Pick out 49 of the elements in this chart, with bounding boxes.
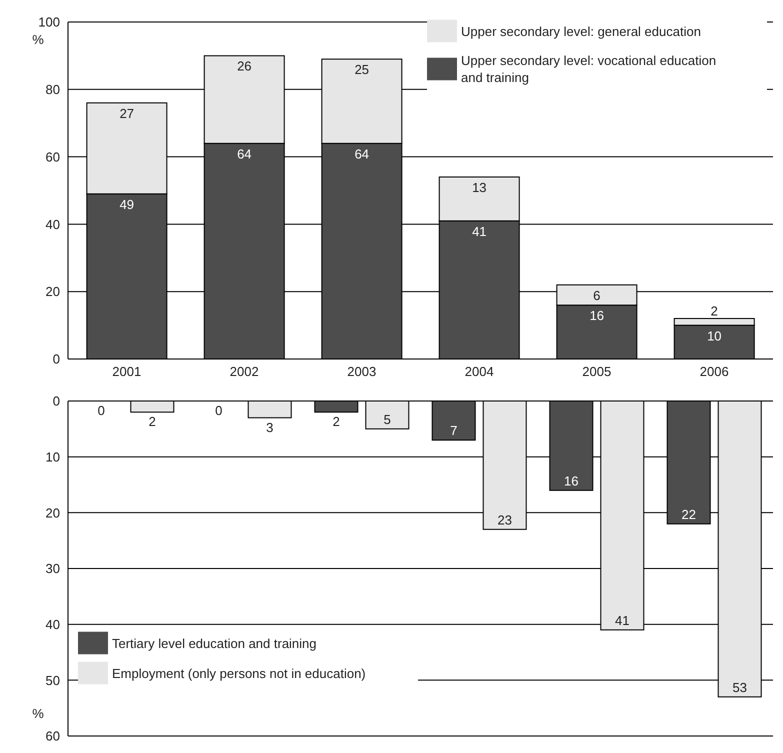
y-tick-label: 60	[46, 149, 60, 164]
data-label: 2	[148, 414, 156, 430]
legend-label: Tertiary level education and training	[112, 634, 317, 653]
data-label: 6	[593, 288, 600, 303]
data-label: 13	[472, 180, 487, 196]
data-label: 27	[120, 106, 134, 121]
y-tick-label: 40	[46, 616, 60, 632]
data-label: 5	[384, 412, 391, 427]
data-label: 26	[237, 58, 252, 74]
data-label: 2	[710, 304, 718, 319]
y-tick-label: 60	[46, 728, 60, 744]
data-label: 2	[332, 414, 340, 430]
y-tick-label: 20	[46, 284, 60, 300]
x-tick-label: 2006	[700, 364, 729, 380]
data-label: 64	[237, 146, 252, 162]
y-tick-label: 100	[38, 14, 60, 30]
y-tick-label: 0	[52, 394, 60, 409]
y-tick-label: 20	[46, 505, 60, 520]
y-tick-label: 0	[52, 352, 60, 367]
x-tick-label: 2003	[347, 364, 376, 380]
data-label: 10	[707, 328, 722, 344]
y-tick-label: 40	[46, 216, 60, 232]
data-label: 64	[354, 146, 370, 162]
x-tick-label: 2001	[112, 364, 142, 380]
y-tick-label: 10	[46, 449, 60, 464]
y-axis-title: %	[32, 706, 44, 721]
data-label: 49	[120, 196, 134, 212]
y-axis-title: %	[32, 32, 44, 47]
data-label: 7	[450, 423, 458, 438]
data-label: 0	[215, 403, 222, 418]
y-tick-label: 30	[46, 561, 60, 576]
x-tick-label: 2005	[582, 364, 612, 380]
data-label: 3	[266, 420, 274, 435]
data-label: 0	[98, 403, 105, 418]
legend-label: Employment (only persons not in education)	[112, 664, 366, 683]
legend-label: Upper secondary level: general education	[461, 22, 701, 41]
x-tick-label: 2002	[230, 364, 259, 380]
data-label: 41	[615, 612, 630, 628]
data-label: 41	[472, 224, 487, 239]
y-tick-label: 80	[46, 82, 60, 98]
data-label: 16	[590, 308, 604, 324]
data-label: 22	[682, 506, 696, 522]
data-label: 23	[498, 512, 512, 528]
x-tick-label: 2004	[464, 364, 494, 380]
legend-label: Upper secondary level: vocational education and training	[461, 52, 718, 87]
data-label: 16	[564, 473, 578, 488]
data-label: 53	[732, 680, 747, 695]
y-tick-label: 50	[46, 672, 60, 688]
data-label: 25	[354, 62, 370, 78]
